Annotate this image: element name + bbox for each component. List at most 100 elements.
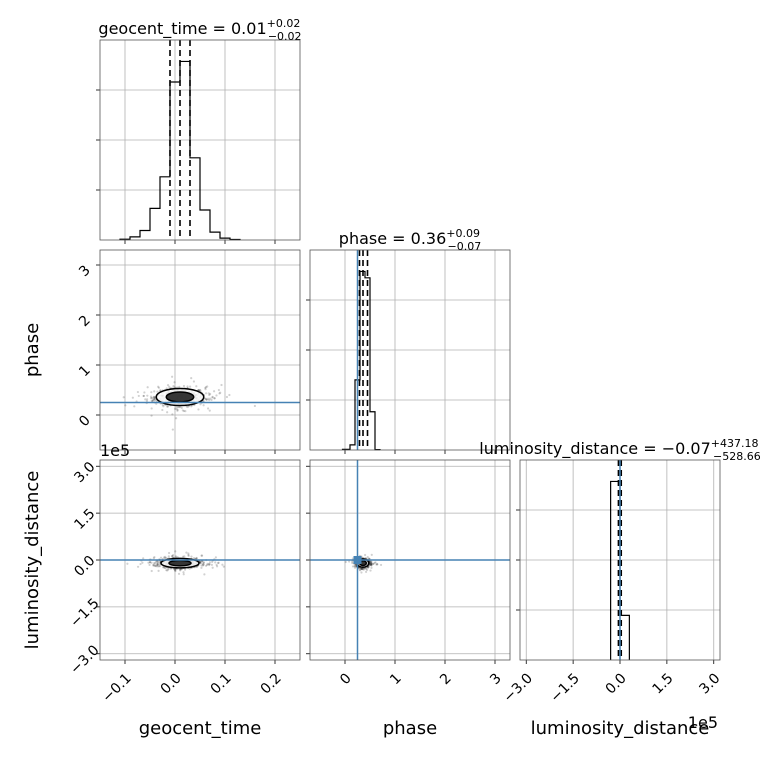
sample-point — [208, 563, 211, 567]
sample-point — [208, 561, 211, 564]
sample-point — [167, 567, 170, 570]
pair-geocent_time-phase-frame — [99, 249, 301, 451]
sample-point — [228, 393, 231, 397]
sample-point — [175, 417, 178, 420]
sample-point — [150, 399, 153, 402]
tick-label-x: 1 — [387, 670, 405, 688]
contour-inner — [168, 559, 192, 567]
sample-point — [361, 568, 364, 571]
sample-point — [148, 561, 152, 564]
sample-point — [182, 571, 185, 574]
sample-point — [122, 396, 125, 399]
sample-point — [188, 567, 191, 570]
sample-point — [163, 566, 166, 569]
sample-point — [354, 564, 357, 568]
title-luminosity_distance: luminosity_distance = −0.07+437.18 −528.6… — [479, 437, 760, 463]
sample-point — [149, 397, 153, 400]
sample-point — [156, 390, 159, 393]
sample-point — [202, 561, 205, 564]
title-geocent_time: geocent_time = 0.01+0.02 −0.02 — [98, 17, 301, 43]
sample-point — [156, 563, 159, 566]
sample-point — [164, 555, 167, 558]
sample-point — [158, 563, 161, 566]
sample-point — [375, 563, 378, 566]
tick-label-x: 0 — [337, 670, 355, 688]
sample-point — [149, 395, 153, 398]
sample-point — [157, 386, 161, 389]
sample-point — [143, 391, 146, 394]
sample-point — [178, 385, 181, 388]
sample-point — [137, 394, 140, 398]
sample-point — [171, 554, 174, 558]
sample-point — [211, 396, 214, 399]
sample-point — [173, 381, 176, 384]
sample-point — [144, 398, 147, 401]
sample-point — [179, 569, 182, 572]
sample-point — [157, 569, 160, 572]
truth-marker — [353, 556, 362, 564]
sample-point — [156, 563, 159, 566]
sample-point — [366, 566, 370, 569]
sample-point — [204, 397, 208, 400]
sample-point — [213, 397, 216, 400]
sample-point — [150, 391, 153, 394]
sample-point — [178, 405, 181, 409]
sample-point — [364, 570, 368, 573]
sample-point — [147, 561, 150, 564]
sample-point — [175, 405, 178, 409]
tick-label-x: 0.0 — [603, 670, 630, 697]
sample-point — [208, 393, 211, 397]
sample-point — [370, 561, 373, 565]
sample-point — [152, 557, 155, 560]
sample-point — [186, 385, 189, 388]
sample-point — [351, 557, 354, 560]
sample-point — [148, 561, 152, 564]
sample-point — [186, 405, 189, 409]
sample-point — [207, 562, 210, 566]
tick-label-x: 3 — [487, 670, 505, 688]
sample-point — [370, 566, 373, 569]
sample-point — [200, 566, 203, 569]
sample-point — [206, 562, 209, 566]
axis-label-x-phase: phase — [383, 718, 437, 739]
sample-point — [162, 405, 165, 408]
sample-point — [348, 560, 351, 563]
sample-point — [174, 555, 178, 558]
sample-point — [206, 397, 210, 400]
sample-point — [362, 567, 365, 570]
sample-point — [166, 569, 169, 572]
sample-point — [154, 560, 158, 563]
sample-point — [372, 562, 375, 566]
offset-text-x: 1e5 — [688, 713, 718, 732]
sample-point — [166, 383, 170, 387]
sample-point — [170, 555, 174, 558]
sample-point — [369, 562, 372, 566]
sample-point — [201, 564, 204, 567]
sample-point — [360, 567, 363, 571]
sample-point — [369, 569, 372, 572]
sample-point — [199, 561, 202, 564]
sample-point — [145, 399, 149, 403]
sample-point — [190, 377, 193, 380]
sample-point — [153, 561, 156, 565]
sample-point — [182, 573, 185, 576]
sample-point — [184, 409, 187, 413]
tick-label-y: 1.5 — [71, 506, 98, 533]
sample-point — [211, 560, 214, 563]
sample-point — [177, 405, 180, 409]
sample-point — [141, 561, 144, 564]
sample-point — [166, 405, 169, 408]
sample-point — [190, 555, 193, 558]
sample-point — [353, 564, 356, 568]
sample-point — [205, 398, 208, 401]
tick-label-y: 3.0 — [71, 459, 98, 486]
sample-point — [370, 562, 373, 565]
sample-point — [199, 403, 202, 406]
sample-point — [150, 414, 153, 417]
sample-point — [167, 551, 171, 555]
sample-point — [154, 562, 157, 565]
sample-point — [370, 564, 373, 567]
sample-point — [364, 553, 367, 557]
offset-text-y: 1e5 — [100, 441, 130, 460]
